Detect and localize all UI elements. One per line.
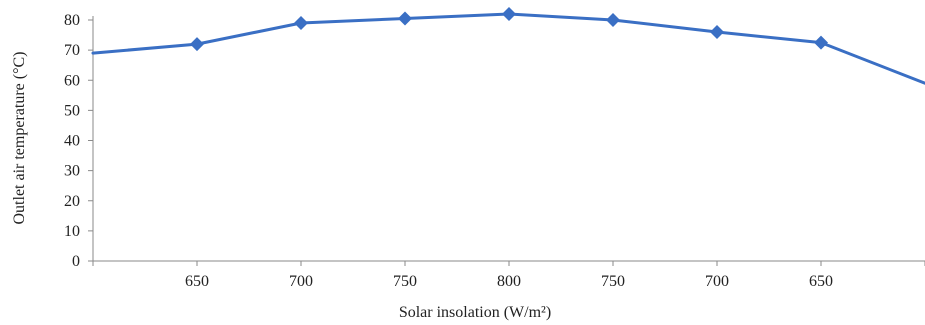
data-point-marker: [502, 6, 516, 21]
y-tick-label: 20: [64, 193, 80, 210]
data-point-marker: [710, 25, 724, 40]
data-point-marker: [190, 37, 204, 52]
y-tick-label: 80: [64, 12, 80, 29]
x-tick-label: 750: [601, 273, 625, 290]
x-tick-label: 650: [809, 273, 833, 290]
data-point-marker: [398, 11, 412, 26]
data-point-marker: [606, 13, 620, 27]
y-tick-label: 60: [64, 72, 80, 89]
y-tick-label: 40: [64, 133, 80, 150]
y-tick-label: 70: [64, 42, 80, 59]
series-layer: [91, 6, 925, 85]
y-tick-label: 30: [64, 163, 80, 180]
x-tick-label: 700: [705, 273, 729, 290]
x-tick-label: 700: [289, 273, 313, 290]
data-point-marker: [294, 16, 308, 31]
x-tick-label: 650: [185, 273, 209, 290]
y-tick-label: 0: [72, 253, 80, 270]
y-tick-labels: 0 10 20 30 40 50 60 70 80: [64, 12, 80, 270]
x-tick-label: 750: [393, 273, 417, 290]
x-tick-labels: 650 700 750 800 750 700 650: [185, 273, 833, 290]
series-line: [91, 12, 925, 85]
axes: [88, 16, 925, 266]
data-point-marker: [814, 35, 828, 50]
y-tick-label: 50: [64, 102, 80, 119]
y-axis-title: Outlet air temperature (°C): [11, 52, 28, 225]
x-tick-label: 800: [497, 273, 521, 290]
y-tick-label: 10: [64, 223, 80, 240]
x-axis-title: Solar insolation (W/m²): [399, 304, 551, 321]
